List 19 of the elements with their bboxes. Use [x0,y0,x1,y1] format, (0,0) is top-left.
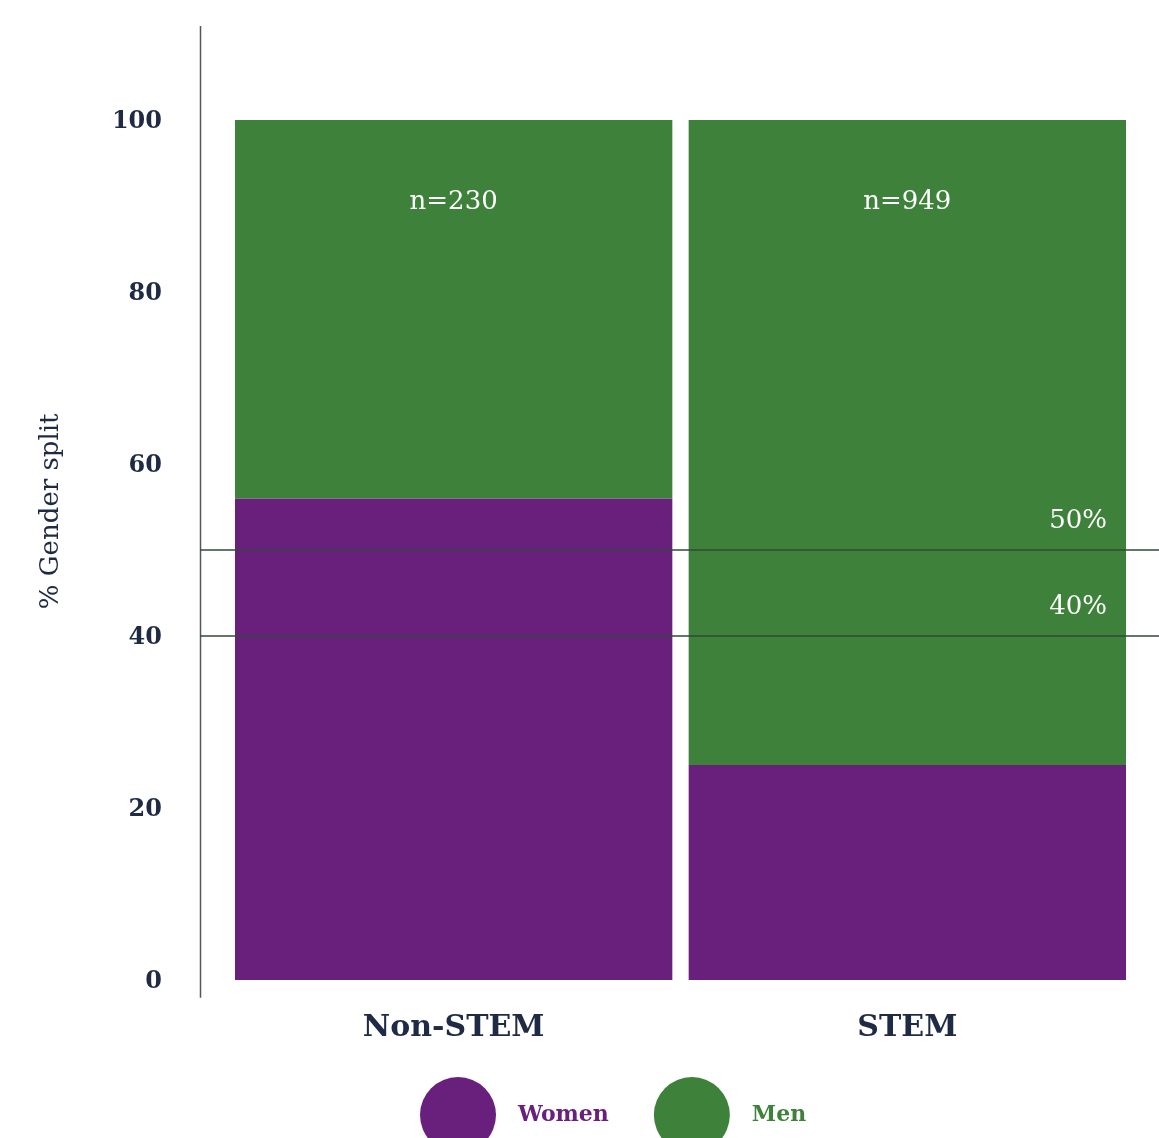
y-tick-label: 60 [128,449,162,479]
bar [688,765,1126,980]
annotation: n=949 [863,185,952,216]
ref-line-label: 50% [1049,504,1107,534]
y-tick-label: 40 [128,621,162,651]
bar [688,120,1126,765]
y-tick-label: 20 [128,793,162,823]
annotation: n=230 [409,185,498,216]
y-tick-label: 80 [128,277,162,307]
ref-line-label: 40% [1049,590,1107,620]
y-axis-title: % Gender split [34,412,64,610]
bar [235,498,673,980]
bar [235,120,673,499]
y-tick-label: 100 [111,105,162,135]
y-tick-label: 0 [145,965,162,995]
x-tick-label: Non-STEM [362,1008,545,1044]
x-tick-label: STEM [857,1008,958,1044]
text: Men [751,1100,807,1126]
text: Women [517,1100,609,1126]
